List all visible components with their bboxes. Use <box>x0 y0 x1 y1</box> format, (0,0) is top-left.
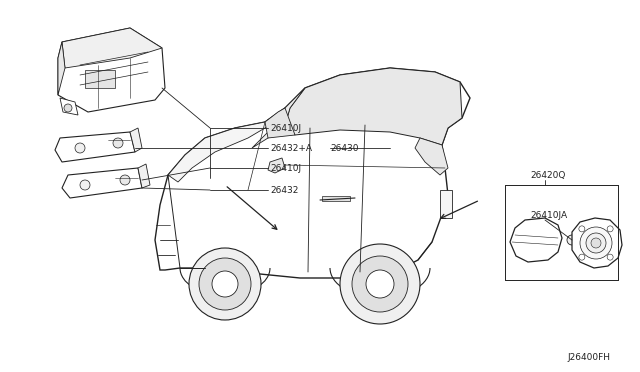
Circle shape <box>567 235 577 245</box>
Text: 26410JA: 26410JA <box>530 211 567 219</box>
Circle shape <box>579 226 585 232</box>
Circle shape <box>591 238 601 248</box>
Polygon shape <box>168 108 285 182</box>
Polygon shape <box>268 158 285 173</box>
Bar <box>322 196 350 201</box>
Circle shape <box>80 180 90 190</box>
Text: 26432+A: 26432+A <box>270 144 312 153</box>
Circle shape <box>120 175 130 185</box>
Polygon shape <box>572 218 622 268</box>
Circle shape <box>607 226 613 232</box>
Text: 26430: 26430 <box>330 144 358 153</box>
Polygon shape <box>60 98 78 115</box>
Polygon shape <box>252 88 305 148</box>
Polygon shape <box>510 218 562 262</box>
Polygon shape <box>265 108 295 138</box>
Circle shape <box>586 233 606 253</box>
Circle shape <box>212 271 238 297</box>
Circle shape <box>189 248 261 320</box>
Polygon shape <box>138 164 150 188</box>
Text: 26420Q: 26420Q <box>530 170 565 180</box>
Polygon shape <box>155 68 470 278</box>
Bar <box>85 70 115 88</box>
Circle shape <box>340 244 420 324</box>
Circle shape <box>64 104 72 112</box>
Text: 26432: 26432 <box>270 186 298 195</box>
Polygon shape <box>62 168 142 198</box>
Bar <box>440 190 452 218</box>
Circle shape <box>579 254 585 260</box>
Text: J26400FH: J26400FH <box>567 353 610 362</box>
Polygon shape <box>58 28 165 112</box>
Circle shape <box>607 254 613 260</box>
Circle shape <box>366 270 394 298</box>
Circle shape <box>352 256 408 312</box>
Circle shape <box>580 227 612 259</box>
Polygon shape <box>55 132 135 162</box>
Circle shape <box>113 138 123 148</box>
Circle shape <box>75 143 85 153</box>
Circle shape <box>199 258 251 310</box>
Text: 26410J: 26410J <box>270 124 301 132</box>
Polygon shape <box>130 128 142 152</box>
Polygon shape <box>415 138 448 175</box>
Polygon shape <box>58 42 65 95</box>
Polygon shape <box>62 28 162 68</box>
Polygon shape <box>285 68 462 145</box>
Text: 26410J: 26410J <box>270 164 301 173</box>
